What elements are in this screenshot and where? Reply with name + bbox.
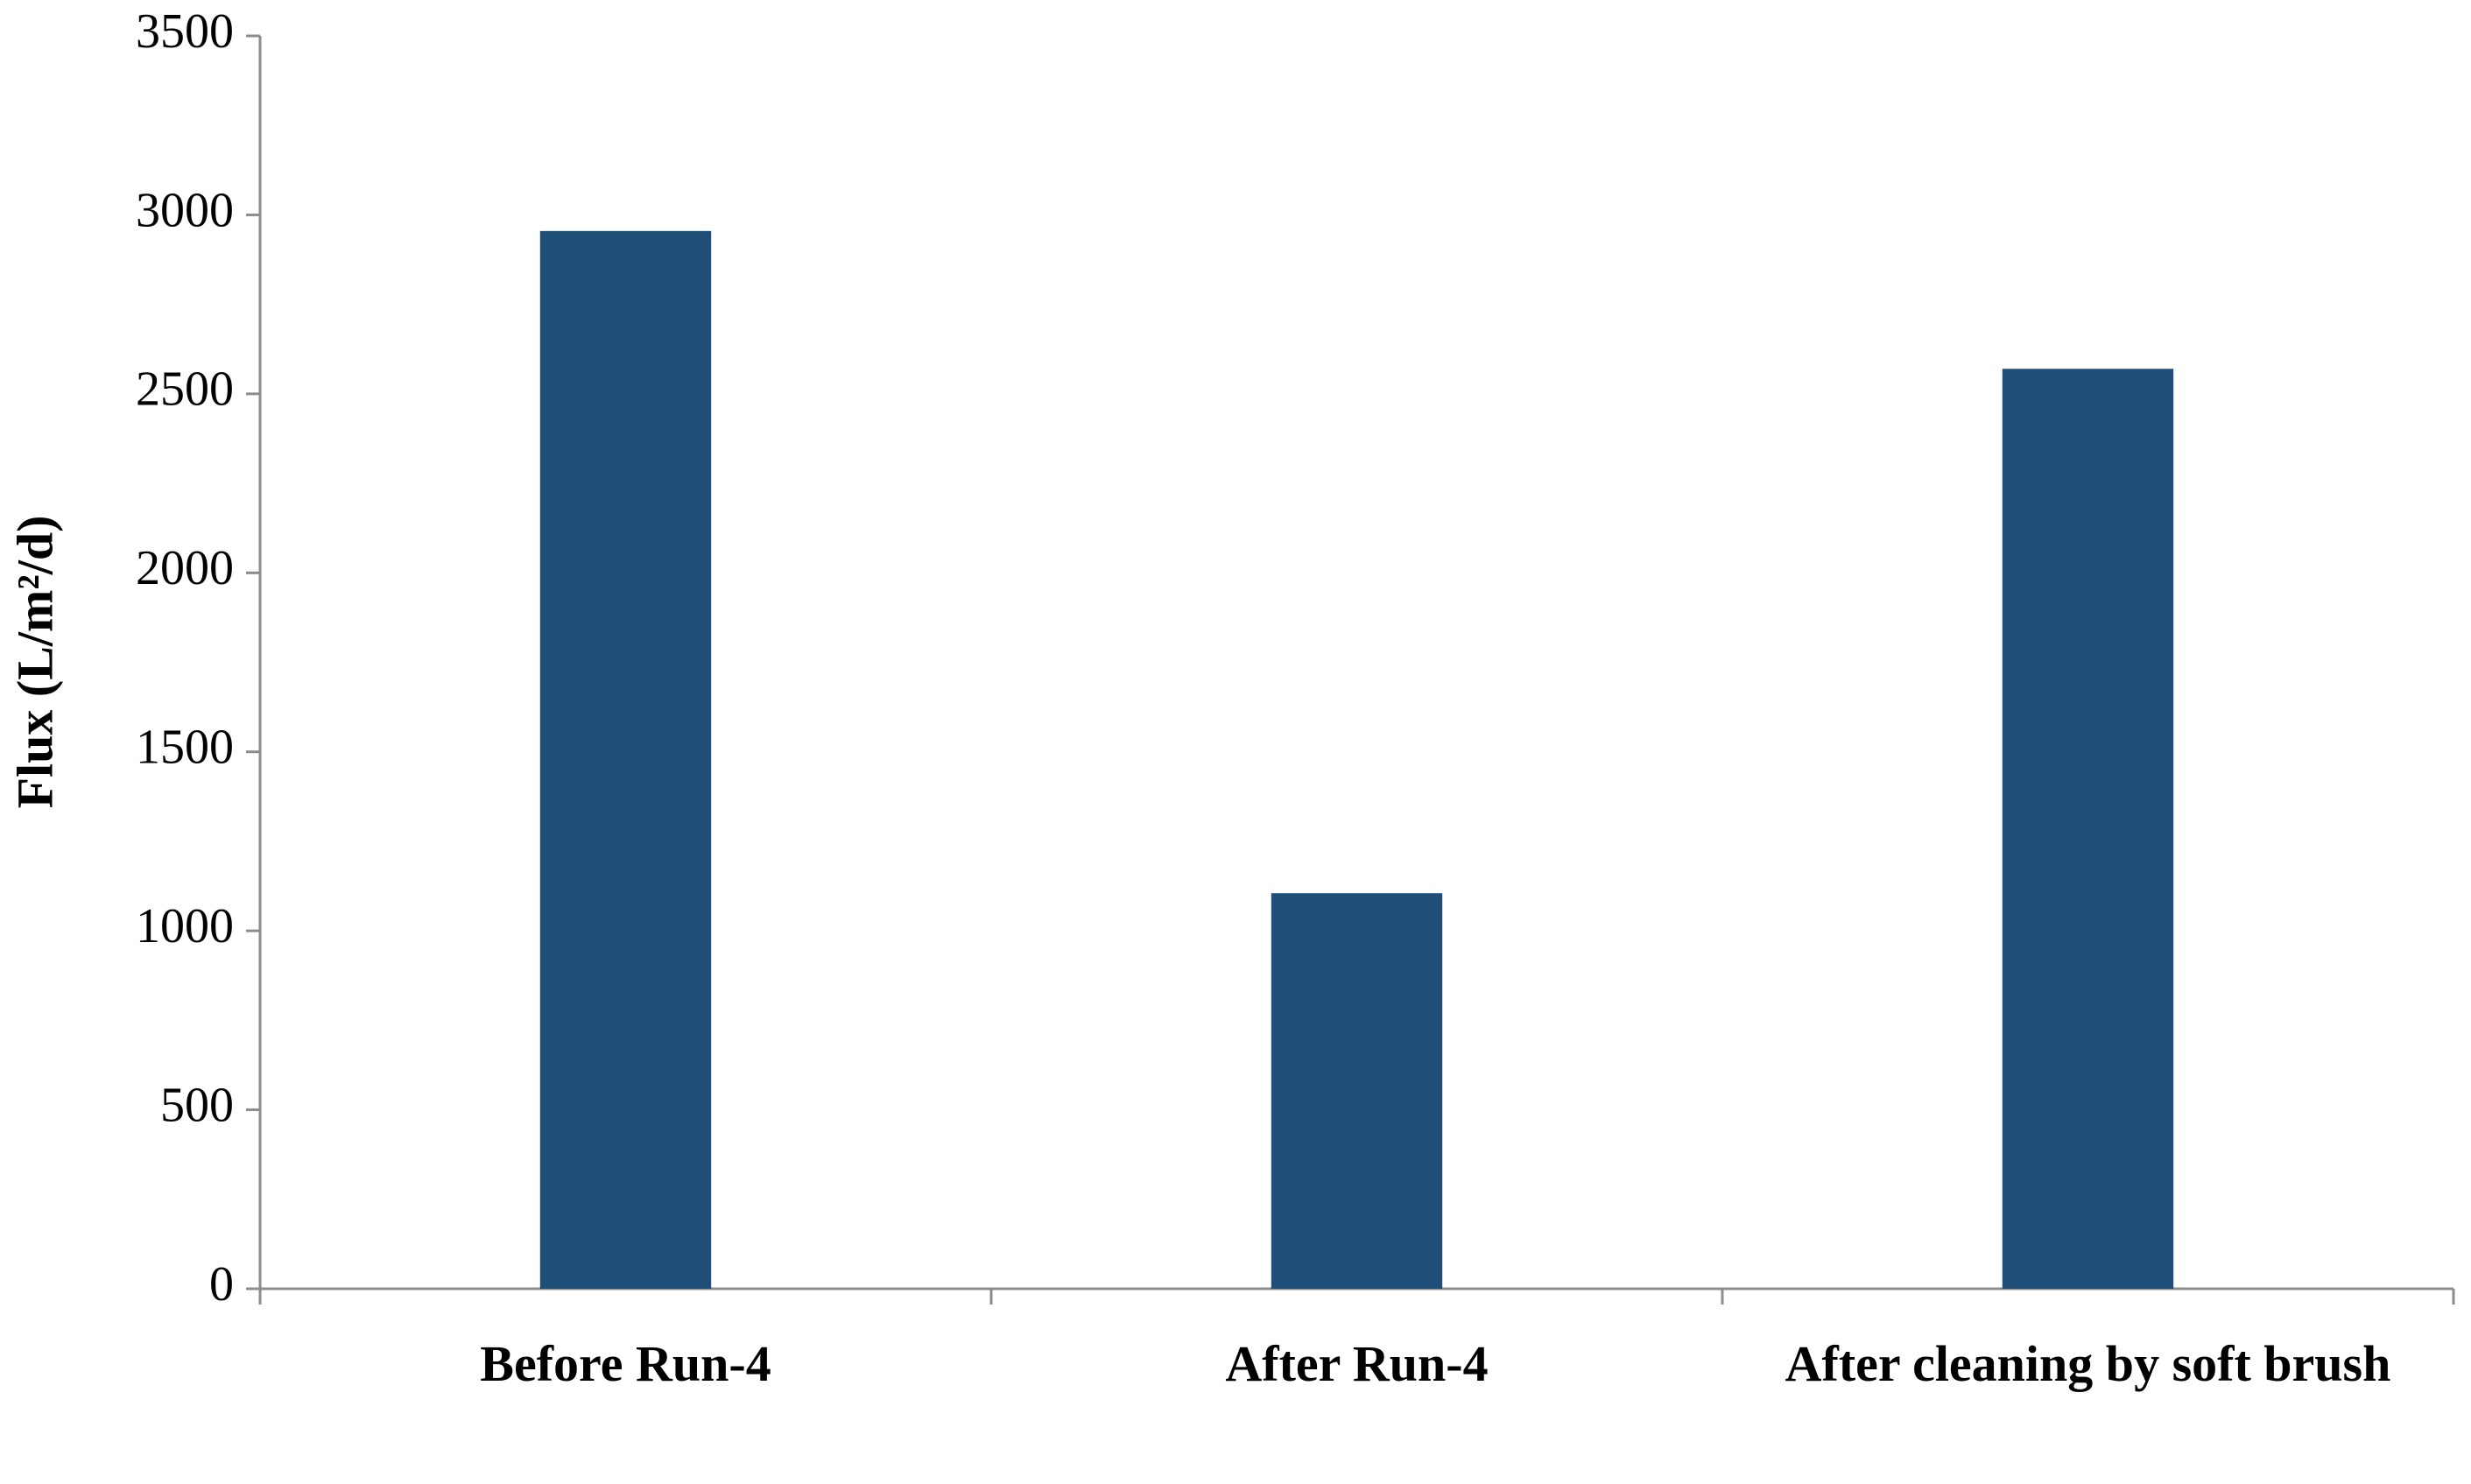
y-tick-label: 1500 [136,721,234,775]
bar [539,230,712,1289]
y-axis-label: Flux (L/m²/d) [6,516,63,809]
x-tick-label: Before Run-4 [480,1335,771,1392]
y-tick-label: 3500 [136,4,234,59]
bar [2002,369,2174,1289]
y-tick-label: 1000 [136,899,234,953]
bar [1271,893,1443,1289]
x-tick-label: After Run-4 [1225,1335,1488,1392]
x-tick-label: After cleaning by soft brush [1785,1335,2391,1392]
y-tick-label: 500 [160,1078,234,1132]
y-tick-label: 2500 [136,362,234,417]
y-tick-label: 0 [209,1257,234,1312]
y-tick-label: 2000 [136,541,234,595]
y-tick-label: 3000 [136,183,234,237]
